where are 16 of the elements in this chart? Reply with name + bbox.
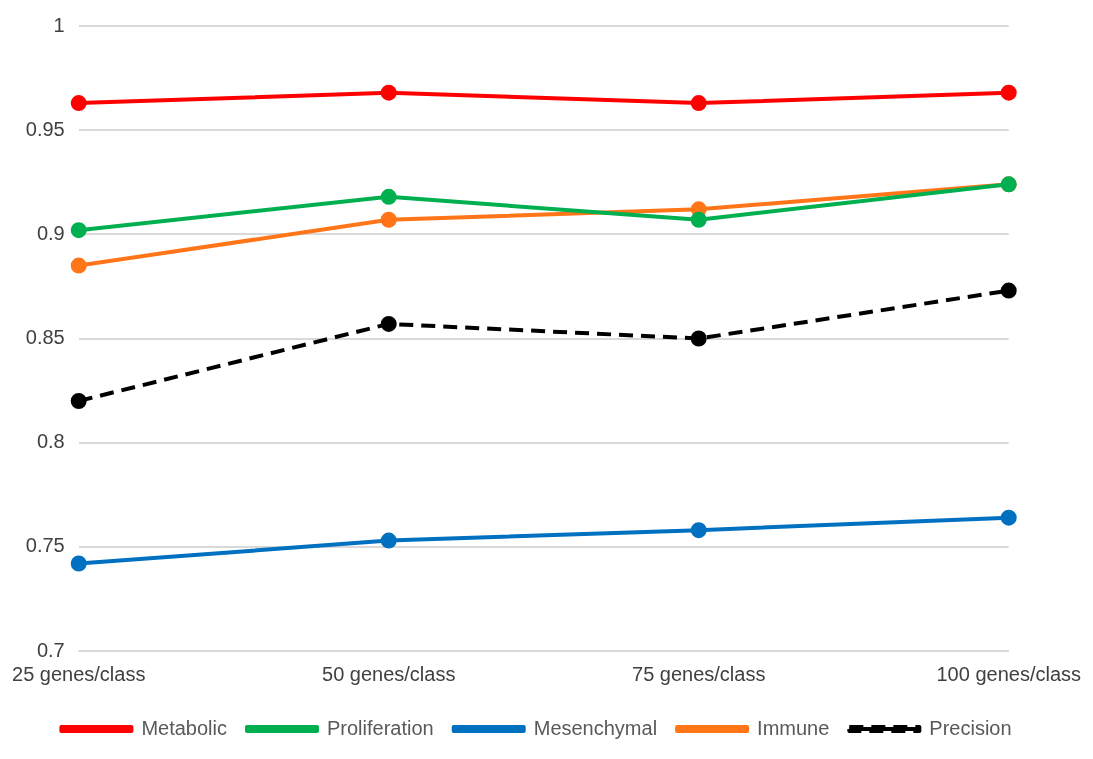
x-tick-label: 75 genes/class xyxy=(632,662,766,685)
y-tick-label: 0.9 xyxy=(36,221,65,244)
x-tick-label: 50 genes/class xyxy=(322,662,456,685)
x-tick-label: 25 genes/class xyxy=(12,662,146,685)
y-tick-label: 0.75 xyxy=(25,534,65,557)
legend-label: Mesenchymal xyxy=(533,716,658,739)
legend-label: Metabolic xyxy=(141,716,228,739)
y-tick-label: 0.7 xyxy=(36,638,65,661)
legend-label: Proliferation xyxy=(327,716,434,739)
x-tick-label: 100 genes/class xyxy=(936,662,1081,685)
y-tick-label: 1 xyxy=(53,13,65,36)
y-tick-label: 0.85 xyxy=(25,326,65,349)
y-tick-label: 0.95 xyxy=(25,117,65,140)
legend-label: Immune xyxy=(757,716,830,739)
y-tick-label: 0.8 xyxy=(36,430,65,453)
legend-label: Precision xyxy=(929,716,1012,739)
